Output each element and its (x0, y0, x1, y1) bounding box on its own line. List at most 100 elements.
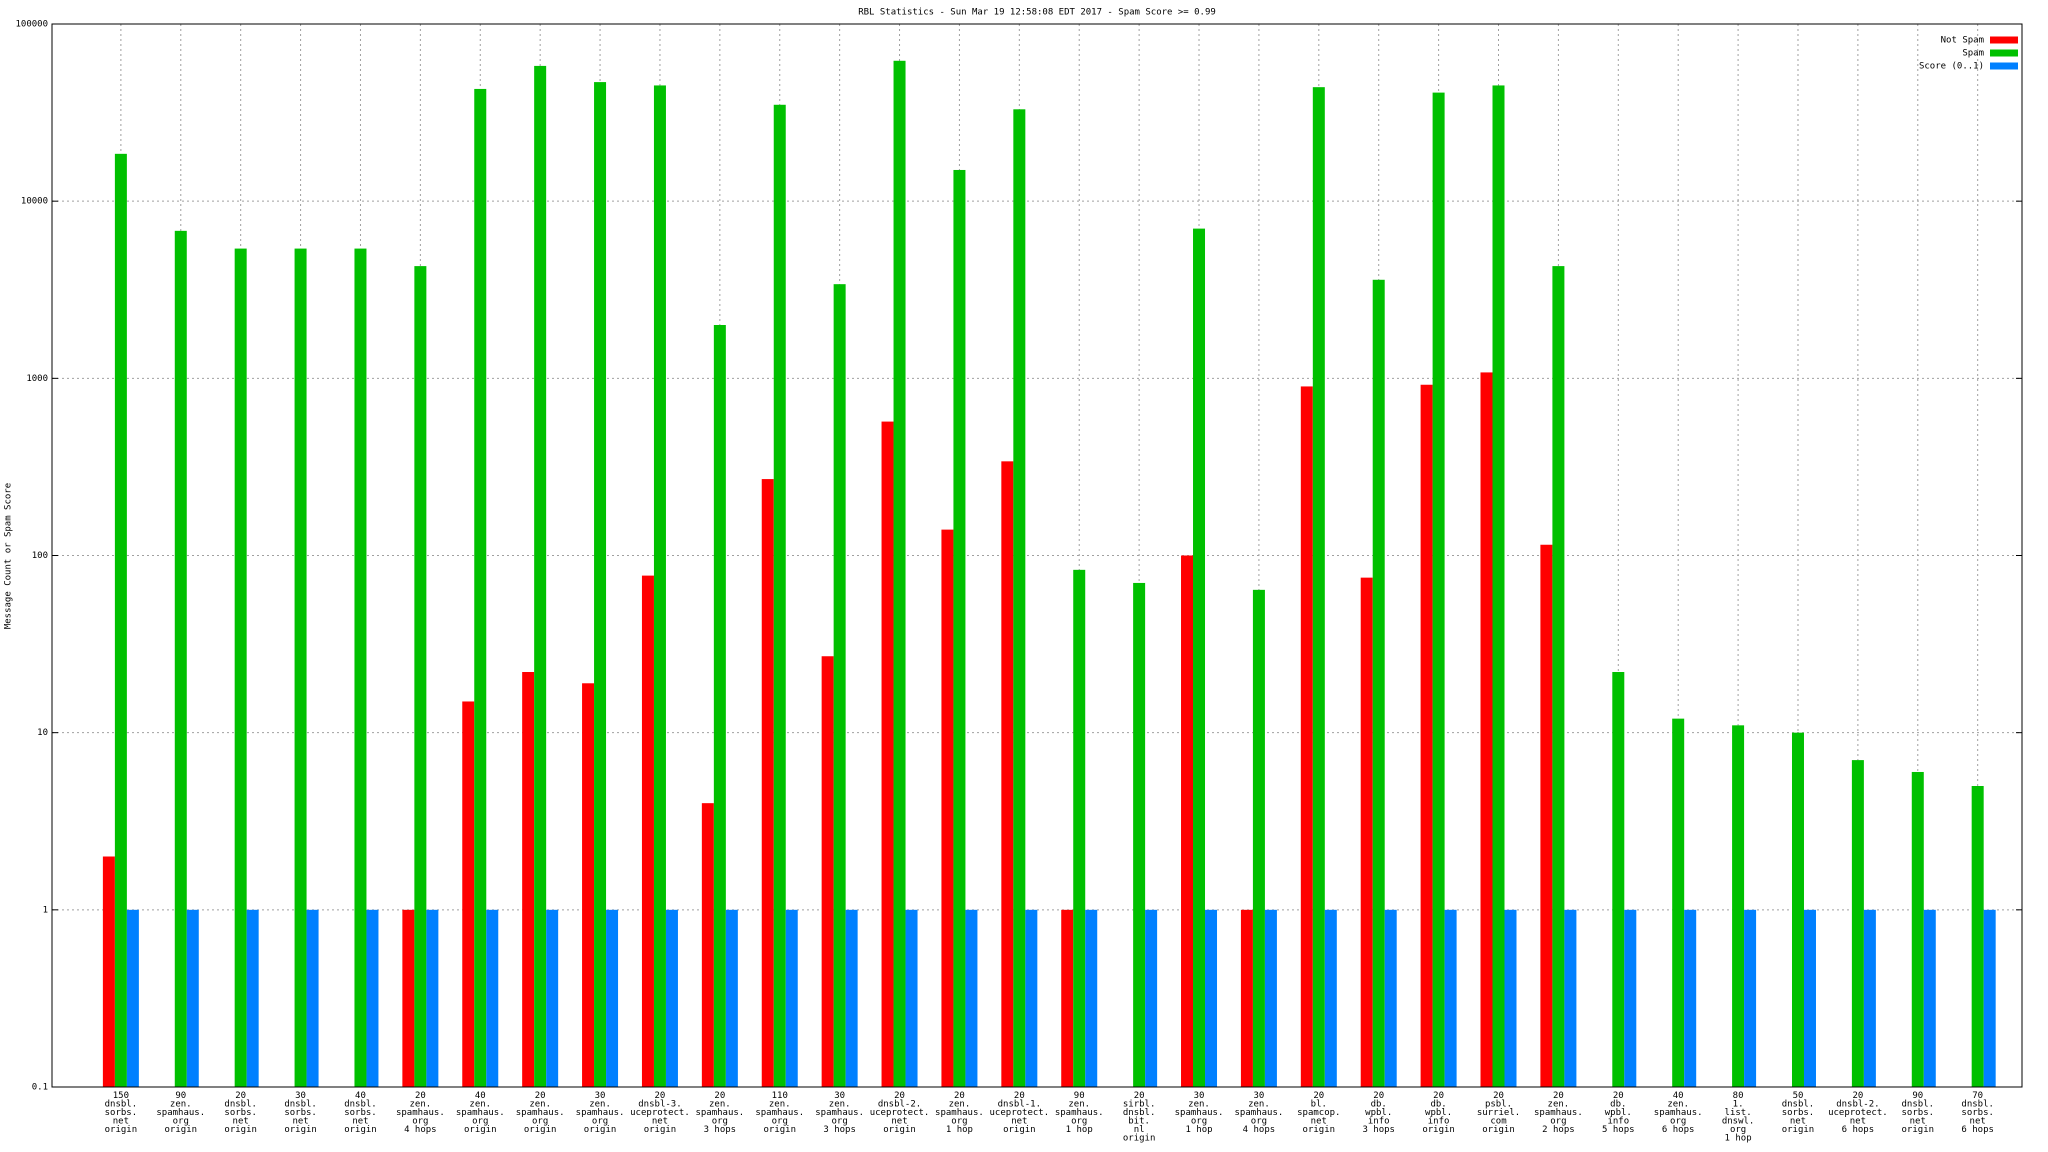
bar (1360, 577, 1373, 1087)
bar (773, 104, 786, 1088)
x-tick-label: 30 zen. spamhaus. org 3 hops (815, 1091, 864, 1135)
bar (114, 153, 127, 1087)
x-tick-label: 150 dnsbl. sorbs. net origin (105, 1091, 138, 1135)
bar (1372, 279, 1385, 1087)
plot-frame (51, 23, 2023, 1088)
y-tick-label: 1000 (26, 374, 48, 384)
x-tick-label: 20 dnsbl-3. uceprotect. net origin (630, 1091, 690, 1135)
bar (1300, 386, 1313, 1087)
bar (1073, 569, 1086, 1087)
bar (186, 909, 199, 1087)
x-tick-label: 30 zen. spamhaus. org origin (576, 1091, 625, 1135)
x-tick-label: 20 bl. spamcop. net origin (1297, 1091, 1340, 1135)
x-tick-label: 40 dnsbl. sorbs. net origin (344, 1091, 377, 1135)
bar (821, 656, 834, 1087)
bar (246, 909, 259, 1087)
bar (486, 909, 499, 1087)
x-tick-label: 20 dnsbl-2. uceprotect. net 6 hops (1828, 1091, 1888, 1135)
bar (546, 909, 559, 1087)
bar (126, 909, 139, 1087)
bar (965, 909, 978, 1087)
bar (1252, 589, 1265, 1087)
bar (953, 169, 966, 1087)
y-tick-label: 10000 (21, 197, 48, 207)
legend-label: Spam (1962, 49, 1984, 59)
bar (102, 856, 115, 1087)
bar (294, 248, 307, 1087)
bar (1552, 266, 1565, 1087)
x-tick-label: 30 zen. spamhaus. org 4 hops (1235, 1091, 1284, 1135)
y-tick-label: 100000 (15, 20, 48, 30)
x-tick-label: 20 zen. spamhaus. org 1 hop (935, 1091, 984, 1135)
bar (234, 248, 247, 1087)
x-tick-label: 40 zen. spamhaus. org origin (456, 1091, 505, 1135)
bar (1851, 760, 1864, 1087)
x-tick-label: 20 zen. spamhaus. org 3 hops (695, 1091, 744, 1135)
x-tick-label: 90 zen. spamhaus. org 1 hop (1055, 1091, 1104, 1135)
bar (534, 65, 547, 1088)
bar (653, 85, 666, 1087)
bar (725, 909, 738, 1087)
bar (402, 909, 415, 1087)
bar (1432, 92, 1445, 1087)
bar (1205, 909, 1218, 1087)
y-tick-label: 10 (37, 728, 48, 738)
bar (1001, 461, 1014, 1087)
bar (1492, 85, 1505, 1087)
bar (1193, 228, 1206, 1088)
bar (665, 909, 678, 1087)
bar (1672, 718, 1685, 1087)
x-tick-label: 20 dnsbl. sorbs. net origin (224, 1091, 257, 1135)
x-tick-label: 90 zen. spamhaus. org origin (156, 1091, 205, 1135)
x-tick-label: 80 1. list. dnswl. org 1 hop (1722, 1091, 1755, 1144)
bar (1264, 909, 1277, 1087)
bar (1085, 909, 1098, 1087)
x-tick-label: 20 dnsbl-1. uceprotect. net origin (990, 1091, 1050, 1135)
bar (1420, 384, 1433, 1088)
bar (1504, 909, 1517, 1087)
bar (1564, 909, 1577, 1087)
bar (606, 909, 619, 1087)
chart-title: RBL Statistics - Sun Mar 19 12:58:08 EDT… (858, 8, 1216, 18)
bar (1444, 909, 1457, 1087)
bar (1803, 909, 1816, 1087)
x-tick-label: 20 psbl. surriel. com origin (1477, 1091, 1520, 1135)
bar (1791, 732, 1804, 1087)
bar (1744, 909, 1757, 1087)
bar (1923, 909, 1936, 1087)
bar (306, 909, 319, 1087)
bar (1863, 909, 1876, 1087)
y-axis-label: Message Count or Spam Score (4, 483, 14, 629)
bar (1324, 909, 1337, 1087)
bar (1013, 109, 1026, 1087)
bar (785, 909, 798, 1087)
x-tick-label: 20 db. wpbl. info 3 hops (1362, 1091, 1395, 1135)
bar (1480, 372, 1493, 1087)
bar (941, 529, 954, 1087)
bar (594, 82, 607, 1088)
bar (845, 909, 858, 1087)
bar (1384, 909, 1397, 1087)
bar (893, 60, 906, 1088)
bar (1684, 909, 1697, 1087)
legend-swatch (1990, 49, 2018, 57)
bar (1732, 725, 1745, 1087)
y-tick-label: 0.1 (32, 1083, 48, 1093)
x-tick-label: 20 zen. spamhaus. org 2 hops (1534, 1091, 1583, 1135)
bar (582, 683, 595, 1087)
bar (641, 575, 654, 1087)
y-tick-label: 1 (43, 905, 48, 915)
bar (354, 248, 367, 1087)
bar (1624, 909, 1637, 1087)
x-tick-label: 50 dnsbl. sorbs. net origin (1782, 1091, 1815, 1135)
bar (881, 421, 894, 1087)
bar (1240, 909, 1253, 1087)
legend-label: Not Spam (1941, 36, 1984, 46)
x-tick-label: 20 db. wpbl. info 5 hops (1602, 1091, 1635, 1135)
bar (1312, 87, 1325, 1087)
bar (1911, 771, 1924, 1087)
x-tick-label: 20 zen. spamhaus. org 4 hops (396, 1091, 445, 1135)
bar (1133, 582, 1146, 1087)
bar (1983, 909, 1996, 1087)
